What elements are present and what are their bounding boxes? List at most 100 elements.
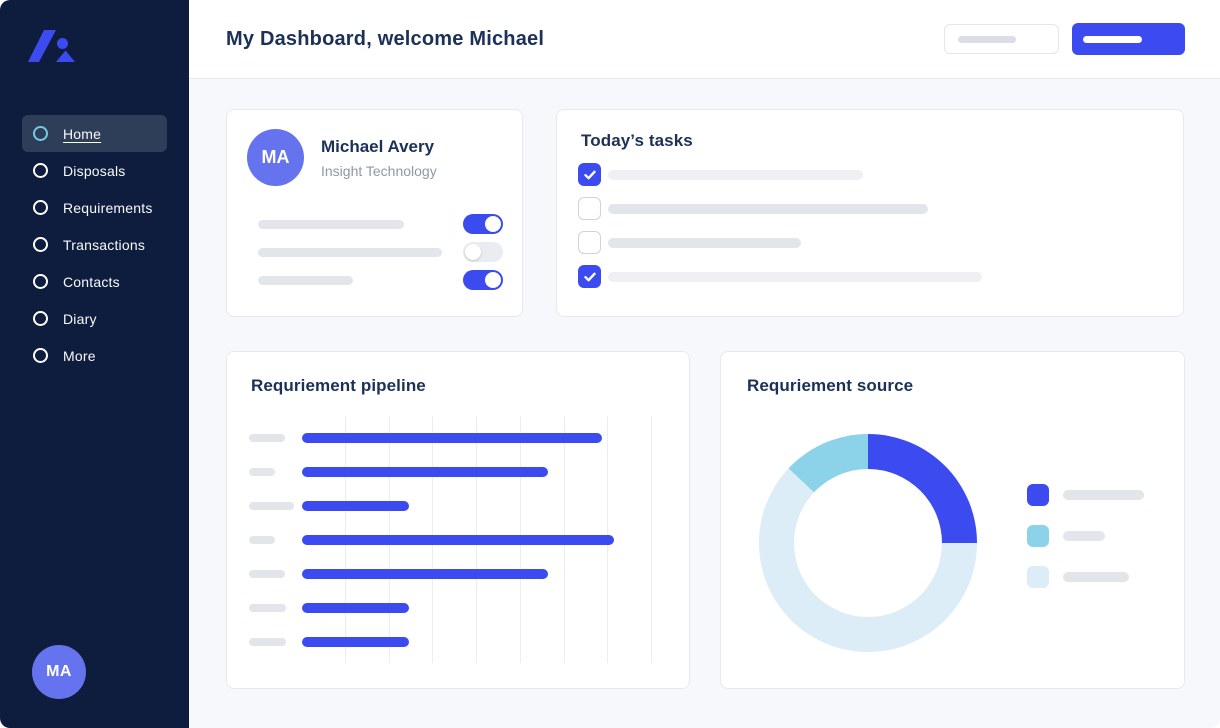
profile-avatar: MA	[247, 129, 304, 186]
task-text-skeleton	[608, 237, 801, 248]
toggle-knob	[465, 244, 481, 260]
pipeline-bar-chart	[227, 352, 689, 688]
check-icon	[583, 272, 596, 281]
sidebar-item-contacts[interactable]: Contacts	[22, 263, 167, 300]
page-title: My Dashboard, welcome Michael	[226, 27, 545, 50]
task-text-skeleton	[608, 169, 863, 180]
source-donut-chart	[759, 434, 977, 652]
sidebar-item-label: Requirements	[63, 199, 153, 216]
sidebar-item-label: Disposals	[63, 162, 126, 179]
profile-setting-row	[258, 270, 503, 290]
tasks-card-title: Today’s tasks	[581, 131, 693, 150]
profile-card: MA Michael Avery Insight Technology	[226, 109, 523, 317]
profile-settings-list	[258, 214, 503, 290]
legend-item	[1027, 484, 1144, 506]
sidebar-item-label: Diary	[63, 310, 97, 327]
header-actions	[944, 23, 1185, 55]
legend-item	[1027, 525, 1144, 547]
pipeline-bar	[302, 433, 602, 443]
setting-toggle[interactable]	[463, 270, 503, 290]
bar-label-skeleton	[249, 536, 275, 544]
sidebar-item-transactions[interactable]: Transactions	[22, 226, 167, 263]
setting-label-skeleton	[258, 275, 353, 285]
pipeline-bar	[302, 569, 548, 579]
legend-swatch	[1027, 566, 1049, 588]
legend-label-skeleton	[1063, 490, 1144, 500]
profile-name: Michael Avery	[321, 137, 435, 156]
bar-label-skeleton	[249, 434, 285, 442]
pipeline-bar	[302, 535, 614, 545]
bar-label-skeleton	[249, 502, 294, 510]
profile-header: MA Michael Avery Insight Technology	[227, 110, 522, 186]
circle-icon	[33, 126, 48, 141]
sidebar-item-label: Home	[63, 125, 102, 142]
source-card-title: Requriement source	[747, 376, 914, 395]
task-checkbox[interactable]	[578, 163, 601, 186]
primary-action-button[interactable]	[1072, 23, 1185, 55]
setting-label-skeleton	[258, 219, 404, 229]
source-card: Requriement source	[720, 351, 1185, 689]
pipeline-bar	[302, 467, 548, 477]
legend-swatch	[1027, 484, 1049, 506]
sidebar-item-more[interactable]: More	[22, 337, 167, 374]
setting-toggle[interactable]	[463, 242, 503, 262]
pipeline-bar	[302, 603, 409, 613]
gridline	[650, 416, 652, 663]
content: MA Michael Avery Insight Technology Toda…	[189, 79, 1220, 728]
toggle-knob	[485, 216, 501, 232]
legend-label-skeleton	[1063, 531, 1105, 541]
user-avatar[interactable]: MA	[32, 645, 86, 699]
sidebar-item-requirements[interactable]: Requirements	[22, 189, 167, 226]
circle-icon	[33, 237, 48, 252]
search-input[interactable]	[944, 24, 1059, 54]
pipeline-card-title: Requriement pipeline	[251, 376, 426, 395]
circle-icon	[33, 163, 48, 178]
setting-toggle[interactable]	[463, 214, 503, 234]
sidebar-item-diary[interactable]: Diary	[22, 300, 167, 337]
donut-hole	[794, 469, 942, 617]
profile-identity: Michael Avery Insight Technology	[321, 129, 437, 186]
sidebar-item-label: Contacts	[63, 273, 120, 290]
task-row	[578, 265, 1183, 288]
input-placeholder-skeleton	[958, 35, 1016, 43]
task-checkbox[interactable]	[578, 231, 601, 254]
task-row	[578, 231, 1183, 254]
task-text-skeleton	[608, 203, 928, 214]
legend-label-skeleton	[1063, 572, 1129, 582]
task-checkbox[interactable]	[578, 197, 601, 220]
circle-icon	[33, 348, 48, 363]
sidebar-item-disposals[interactable]: Disposals	[22, 152, 167, 189]
profile-setting-row	[258, 242, 503, 262]
pipeline-bar	[302, 637, 409, 647]
setting-label-skeleton	[258, 247, 442, 257]
main-area: My Dashboard, welcome Michael MA Michael…	[189, 0, 1220, 728]
app-logo-icon	[28, 30, 75, 62]
task-checkbox[interactable]	[578, 265, 601, 288]
task-text-skeleton	[608, 271, 982, 282]
tasks-card: Today’s tasks	[556, 109, 1184, 317]
button-label-skeleton	[1083, 35, 1142, 43]
pipeline-card: Requriement pipeline	[226, 351, 690, 689]
bar-label-skeleton	[249, 604, 286, 612]
sidebar-nav: Home Disposals Requirements Transactions Con…	[22, 115, 167, 374]
task-row	[578, 197, 1183, 220]
donut-legend	[1027, 484, 1144, 588]
bar-label-skeleton	[249, 570, 285, 578]
sidebar-item-home[interactable]: Home	[22, 115, 167, 152]
bar-label-skeleton	[249, 638, 286, 646]
sidebar-item-label: Transactions	[63, 236, 146, 253]
circle-icon	[33, 311, 48, 326]
sidebar-item-label: More	[63, 347, 96, 364]
header: My Dashboard, welcome Michael	[189, 0, 1220, 79]
task-row	[578, 163, 1183, 186]
legend-swatch	[1027, 525, 1049, 547]
tasks-list	[578, 163, 1183, 288]
pipeline-bar	[302, 501, 409, 511]
legend-item	[1027, 566, 1144, 588]
bar-label-skeleton	[249, 468, 275, 476]
profile-company: Insight Technology	[321, 163, 437, 179]
toggle-knob	[485, 272, 501, 288]
check-icon	[583, 170, 596, 179]
profile-setting-row	[258, 214, 503, 234]
